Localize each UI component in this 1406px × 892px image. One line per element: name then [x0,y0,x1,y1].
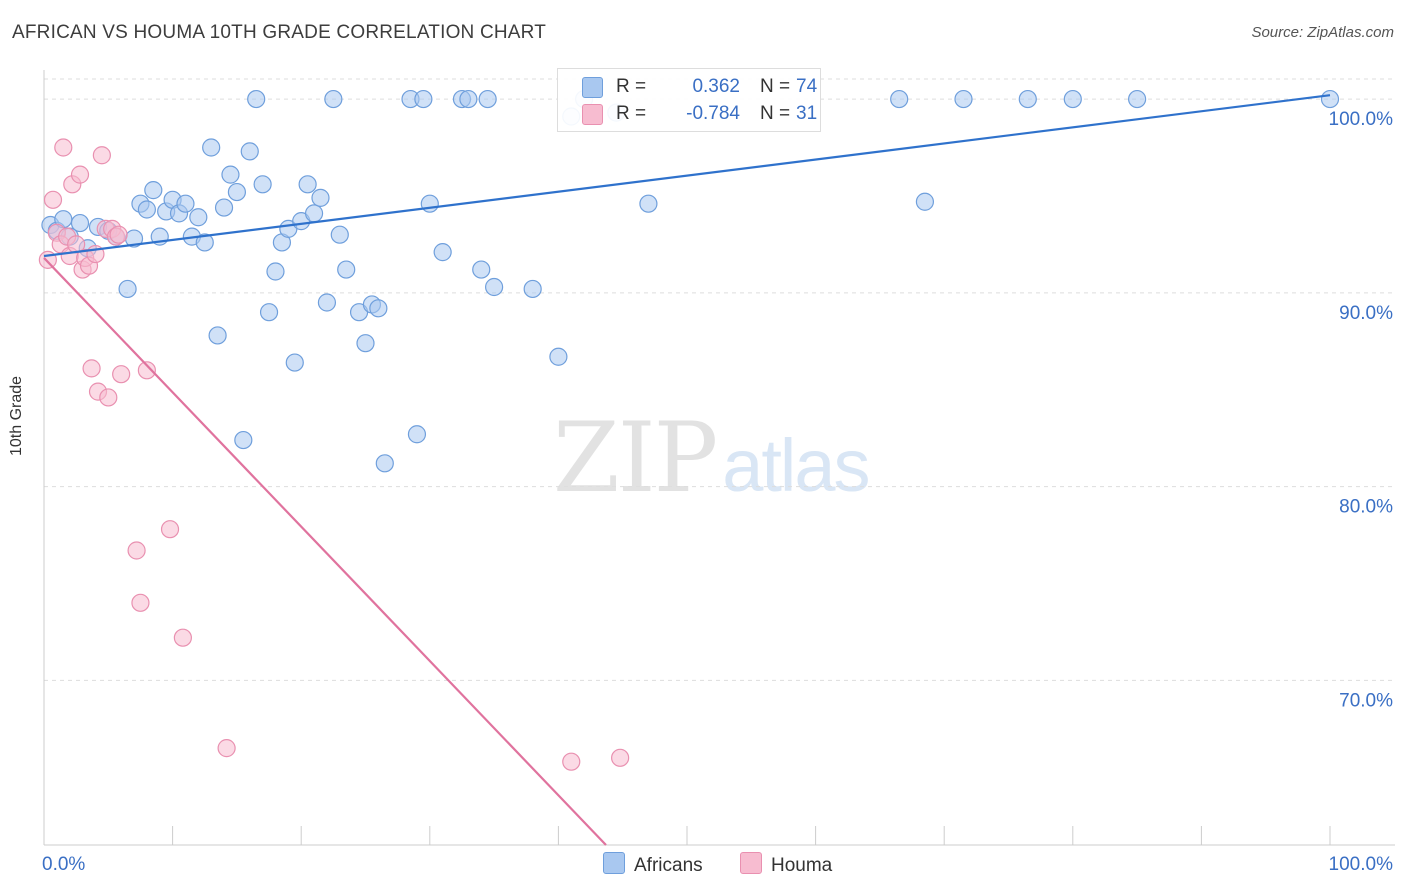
houma-r-label: R = [616,103,647,124]
houma-point [112,365,131,384]
africans-point [137,200,156,219]
houma-n-value: 31 [796,103,818,124]
y-tick-label: 100.0% [1329,109,1394,130]
africans-point [890,89,909,109]
watermark-atlas: atlas [722,424,870,507]
x-tick-label: 0.0% [42,854,85,875]
africans-point [317,293,337,312]
x-tick-label: 100.0% [1329,854,1394,875]
watermark: ZIPatlas [553,402,871,514]
africans-point [433,243,452,262]
africans-point [915,192,935,211]
africans-point [221,165,240,184]
africans-point [240,142,259,161]
houma-r-value: -0.784 [686,103,740,124]
correlation-legend: R = 0.362 N = 74 R = -0.784 N = 31 [557,68,821,132]
legend-item-houma: Houma [740,852,832,877]
africans-point [549,347,568,366]
y-tick-label: 70.0% [1339,690,1393,711]
houma-point [131,593,150,612]
africans-point [1063,89,1082,109]
africans-point [247,89,266,109]
africans-point [523,279,542,299]
houma-trend-line [43,257,607,846]
houma-point [92,146,111,165]
africans-point [330,225,349,244]
series-legend: Africans Houma [0,852,1406,878]
africans-point [337,260,356,279]
africans-point [227,182,246,202]
houma-point [562,752,581,771]
houma-point [160,520,180,539]
africans-point [356,334,375,353]
africans-point [70,213,90,233]
africans-point [485,277,504,297]
africans-point [311,188,330,207]
y-tick-label: 80.0% [1339,497,1393,518]
africans-point [195,233,214,252]
africans-n-value: 74 [796,76,818,97]
source-label: Source: ZipAtlas.com [1251,24,1394,41]
africans-point [208,326,227,345]
africans-point [144,181,163,200]
houma-point [173,628,192,647]
legend-africans-swatch [603,852,625,874]
africans-point [214,198,234,217]
houma-point [99,388,118,407]
africans-point [298,175,317,194]
africans-point [1127,89,1147,109]
africans-point [1320,89,1340,109]
africans-point [324,89,343,109]
africans-r-label: R = [616,76,647,97]
africans-point [414,89,433,109]
houma-point [109,225,128,244]
africans-point [369,299,388,318]
houma-swatch [582,104,603,125]
houma-point [611,748,630,767]
africans-r-value: 0.362 [692,76,740,97]
africans-swatch [582,77,603,98]
houma-point [70,165,90,184]
africans-point [459,89,478,109]
houma-point [127,541,146,560]
chart-title: AFRICAN VS HOUMA 10TH GRADE CORRELATION … [12,22,547,43]
legend-houma-label: Houma [771,855,833,876]
houma-point [217,739,236,758]
africans-point [407,425,427,444]
legend-houma-swatch [740,852,762,874]
africans-trend-line [43,94,1331,258]
y-tick-label: 90.0% [1339,303,1393,324]
watermark-zip: ZIP [553,402,718,514]
africans-point [375,454,394,473]
legend-africans-label: Africans [634,855,703,876]
legend-item-africans: Africans [603,852,703,877]
africans-point [189,208,208,227]
africans-point [420,194,439,213]
africans-point [478,89,497,109]
africans-point [285,353,304,372]
africans-point [202,138,221,157]
africans-point [639,194,658,213]
houma-point [54,138,73,157]
africans-point [304,204,324,223]
africans-point [234,430,253,450]
houma-point [82,359,101,378]
africans-point [253,175,272,194]
africans-point [1018,89,1037,109]
africans-point [266,262,285,281]
africans-point [954,89,973,109]
houma-point [137,361,156,380]
africans-point [472,260,491,279]
africans-n-label: N = [760,76,791,97]
houma-n-label: N = [760,103,791,124]
houma-point [43,190,63,209]
africans-point [176,194,195,213]
africans-point [118,279,137,299]
africans-point [259,303,279,322]
